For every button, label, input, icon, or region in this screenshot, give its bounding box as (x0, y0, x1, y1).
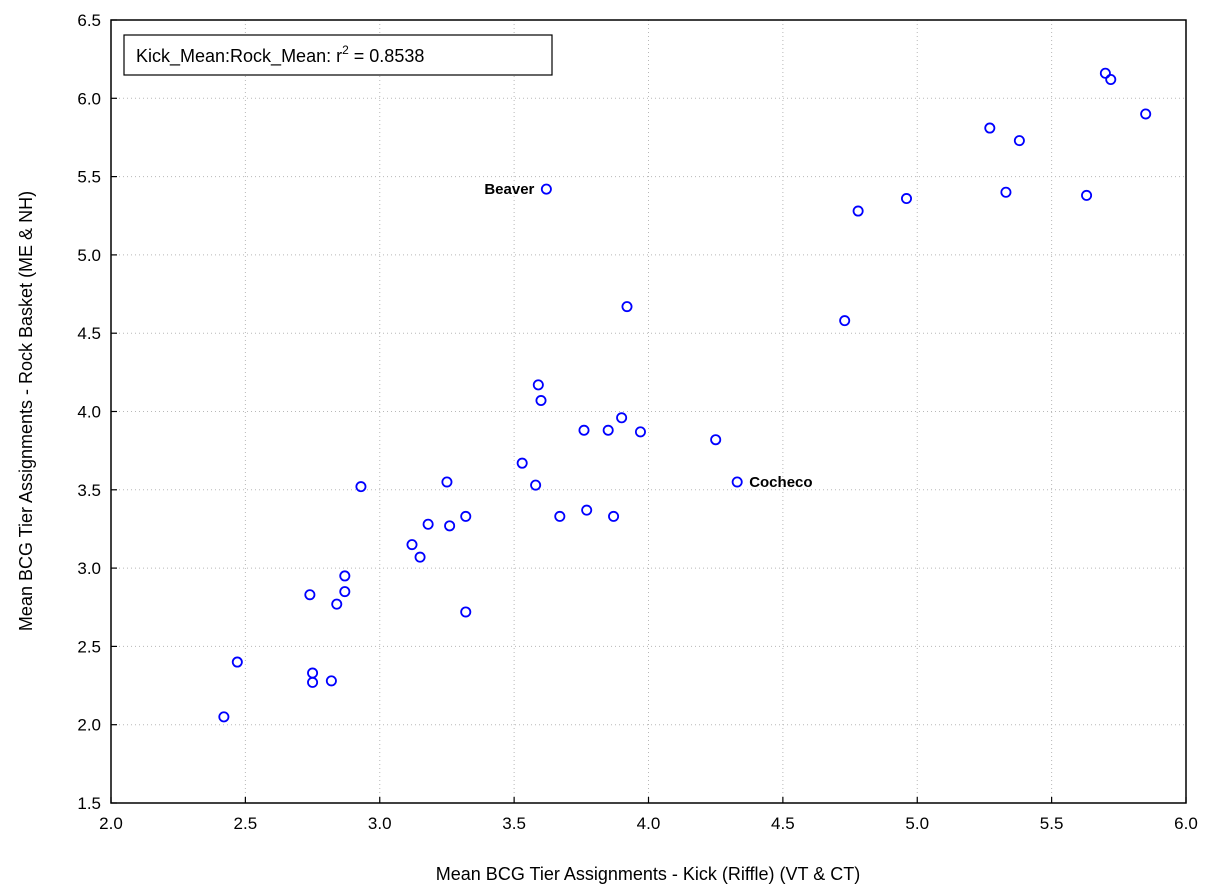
y-axis-title: Mean BCG Tier Assignments - Rock Basket … (16, 191, 36, 631)
data-point (839, 315, 851, 327)
data-point (218, 711, 230, 723)
y-tick-label: 4.0 (77, 403, 101, 422)
data-point (1081, 189, 1093, 201)
data-point (602, 424, 614, 436)
data-point (406, 539, 418, 551)
x-tick-label: 5.5 (1040, 814, 1064, 833)
data-point (581, 504, 593, 516)
data-point (1099, 67, 1111, 79)
data-point (339, 570, 351, 582)
data-point (307, 676, 319, 688)
y-tick-labels: 1.5 2.0 2.5 3.0 3.5 4.0 4.5 5.0 5.5 6.0 6.5 (77, 11, 101, 813)
data-point (339, 586, 351, 598)
data-point (1000, 186, 1012, 198)
data-point (540, 183, 552, 195)
y-tick-label: 3.5 (77, 481, 101, 500)
x-tick-label: 2.0 (99, 814, 123, 833)
data-point (441, 476, 453, 488)
y-tick-label: 6.0 (77, 89, 101, 108)
x-tick-label: 3.5 (502, 814, 526, 833)
legend-box: Kick_Mean:Rock_Mean: r2 = 0.8538 (123, 34, 553, 76)
data-point (852, 205, 864, 217)
data-point (422, 518, 434, 530)
data-point (516, 457, 528, 469)
data-point (535, 395, 547, 407)
x-tick-labels: 2.0 2.5 3.0 3.5 4.0 4.5 5.0 5.5 6.0 (99, 814, 1198, 833)
y-tick-label: 2.5 (77, 637, 101, 656)
point-label: Beaver (484, 181, 534, 198)
data-point (1013, 135, 1025, 147)
legend-frame (123, 34, 553, 76)
data-point (634, 426, 646, 438)
y-tick-label: 5.5 (77, 168, 101, 187)
data-point (901, 193, 913, 205)
legend-prefix: Kick_Mean:Rock_Mean: r (136, 46, 342, 67)
legend-superscript: 2 (342, 43, 349, 57)
y-tick-label: 3.0 (77, 559, 101, 578)
data-point (532, 379, 544, 391)
data-point (460, 510, 472, 522)
data-point (414, 551, 426, 563)
data-point (304, 589, 316, 601)
x-tick-label: 2.5 (234, 814, 258, 833)
x-tick-label: 3.0 (368, 814, 392, 833)
plot-frame (110, 19, 1187, 804)
data-point (984, 122, 996, 134)
y-tick-label: 2.0 (77, 716, 101, 735)
legend-text: Kick_Mean:Rock_Mean: r2 = 0.8538 (136, 43, 424, 67)
x-tick-label: 5.0 (905, 814, 929, 833)
point-labels: Beaver Cocheco (484, 181, 812, 491)
x-tick-label: 4.0 (637, 814, 661, 833)
data-point (307, 667, 319, 679)
gridlines (111, 20, 1186, 803)
y-tick-label: 5.0 (77, 246, 101, 265)
data-point (731, 476, 743, 488)
data-point (460, 606, 472, 618)
data-point (710, 434, 722, 446)
data-point (325, 675, 337, 687)
data-point (554, 510, 566, 522)
data-point (1140, 108, 1152, 120)
x-axis-title: Mean BCG Tier Assignments - Kick (Riffle… (436, 864, 860, 884)
data-point (231, 656, 243, 668)
data-point (530, 479, 542, 491)
data-points (218, 67, 1152, 723)
data-point (608, 510, 620, 522)
x-tick-label: 4.5 (771, 814, 795, 833)
data-point (355, 481, 367, 493)
data-point (578, 424, 590, 436)
legend-suffix: = 0.8538 (349, 46, 425, 66)
data-point (331, 598, 343, 610)
y-tick-label: 6.5 (77, 11, 101, 30)
point-label: Cocheco (749, 474, 812, 491)
y-tick-label: 1.5 (77, 794, 101, 813)
x-tick-label: 6.0 (1174, 814, 1198, 833)
data-point (621, 301, 633, 313)
data-point (616, 412, 628, 424)
data-point (1105, 74, 1117, 86)
axis-ticks (110, 19, 1187, 804)
y-tick-label: 4.5 (77, 324, 101, 343)
data-point (444, 520, 456, 532)
